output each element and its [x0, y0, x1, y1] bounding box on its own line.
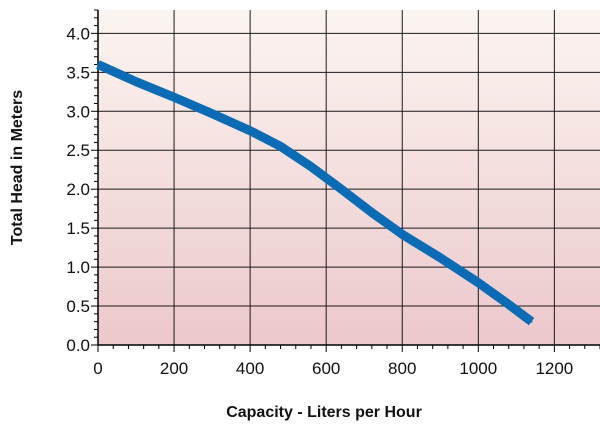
data-point: [507, 303, 510, 306]
y-tick-label: 4.0: [66, 24, 90, 43]
data-point: [135, 80, 138, 83]
data-point: [279, 145, 282, 148]
y-tick-label: 2.5: [66, 141, 90, 160]
series-layer: [96, 60, 535, 326]
data-point: [97, 63, 99, 66]
x-tick-label: 1200: [535, 359, 573, 378]
y-tick-label: 1.5: [66, 219, 90, 238]
x-axis-title: Capacity - Liters per Hour: [226, 404, 422, 421]
y-tick-label: 2.0: [66, 180, 90, 199]
data-point: [340, 188, 343, 191]
x-tick-label: 1000: [459, 359, 497, 378]
tick-labels: 0.0 0.5 1.0 1.5 2.0 2.5 3.0 3.5 4.0 0 200 400 600 800…: [66, 24, 573, 378]
x-tick-label: 400: [236, 359, 264, 378]
x-tick-label: 800: [388, 359, 416, 378]
plot-background: [98, 10, 600, 345]
series-line: [96, 60, 535, 326]
y-tick-label: 3.5: [66, 63, 90, 82]
x-tick-label: 600: [312, 359, 340, 378]
data-point: [439, 256, 442, 259]
x-tick-label: 200: [160, 359, 188, 378]
y-tick-label: 0.5: [66, 297, 90, 316]
grid-lines: [98, 10, 600, 345]
data-point: [530, 320, 533, 323]
y-tick-label: 1.0: [66, 258, 90, 277]
y-tick-label: 0.0: [66, 336, 90, 355]
data-point: [309, 165, 312, 168]
data-point: [211, 112, 214, 115]
data-point: [173, 96, 176, 99]
data-point: [249, 129, 252, 132]
data-point: [401, 233, 404, 236]
y-tick-label: 3.0: [66, 102, 90, 121]
tick-marks: [91, 9, 600, 352]
data-point: [477, 281, 480, 284]
y-axis-title: Total Head in Meters: [9, 90, 26, 245]
x-tick-label: 0: [93, 359, 102, 378]
data-point: [370, 211, 373, 214]
